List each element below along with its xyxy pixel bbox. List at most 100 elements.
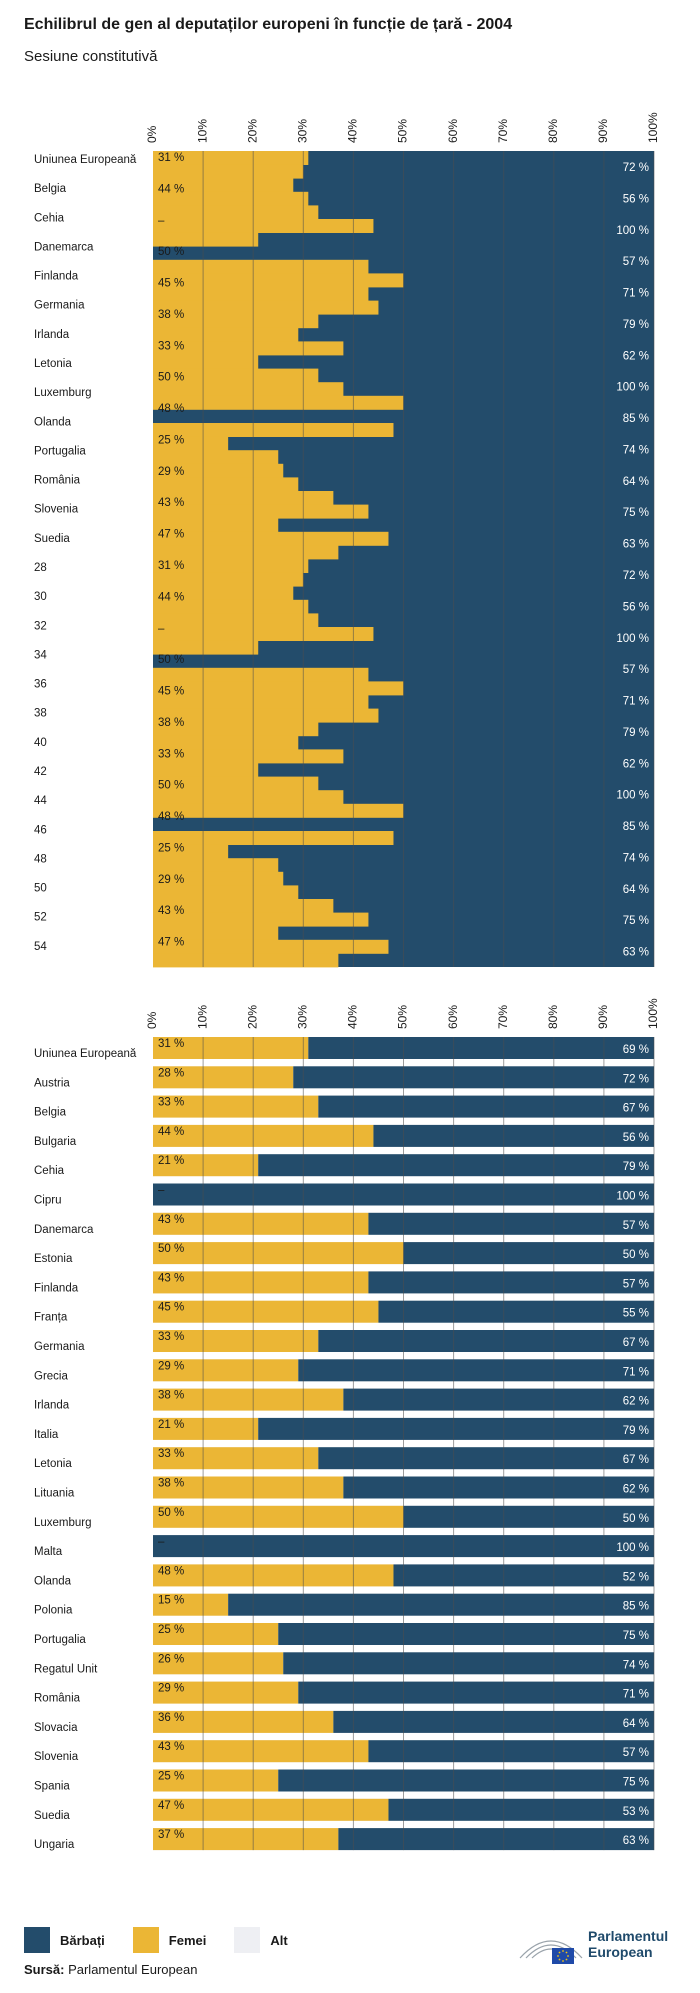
top-category-label: Irlanda (34, 329, 70, 341)
top-men-label: 100 % (616, 633, 649, 645)
bottom-bar-men (333, 1710, 654, 1733)
top-women-step (153, 599, 309, 614)
top-women-step (153, 355, 259, 369)
top-category-label: Cehia (34, 212, 65, 224)
top-women-step (153, 613, 319, 628)
top-category-label: Portugalia (34, 445, 86, 457)
top-women-step (153, 667, 369, 682)
bottom-bar-men (373, 1124, 654, 1147)
bottom-women-label: 37 % (158, 1829, 184, 1841)
bottom-category-label: Malta (34, 1546, 63, 1558)
top-women-step (153, 681, 404, 696)
bottom-category-label: România (34, 1693, 81, 1705)
top-women-step (153, 735, 299, 750)
bottom-women-label: 38 % (158, 1390, 184, 1402)
top-women-step (153, 831, 394, 845)
top-women-label: 50 % (158, 372, 184, 384)
bottom-bar-women (153, 1124, 374, 1147)
top-women-label: 31 % (158, 152, 184, 164)
top-category-label: 36 (34, 679, 47, 691)
legend-label-other: Alt (270, 1932, 288, 1948)
bottom-bar-men (278, 1623, 654, 1645)
top-men-label: 71 % (623, 288, 649, 300)
bottom-category-label: Cehia (34, 1165, 65, 1177)
top-women-step (153, 273, 404, 288)
top-men-label: 63 % (623, 947, 649, 959)
bottom-category-label: Danemarca (34, 1224, 94, 1236)
bottom-bar-men (293, 1066, 654, 1089)
top-women-label: 29 % (158, 466, 184, 478)
top-women-step (153, 545, 339, 560)
bottom-men-label: 62 % (623, 1396, 649, 1408)
legend-swatch-women (132, 1927, 159, 1953)
bottom-women-label: 36 % (158, 1712, 184, 1724)
bottom-men-label: 72 % (623, 1073, 649, 1085)
top-women-step (153, 191, 309, 206)
top-category-label: 46 (34, 824, 47, 836)
top-women-step (153, 790, 344, 805)
top-category-label: Slovenia (34, 504, 79, 516)
top-category-label: Olanda (34, 416, 72, 428)
bottom-women-label: 44 % (158, 1126, 184, 1138)
bottom-bar-men (343, 1388, 654, 1411)
top-category-label: Finlanda (34, 271, 79, 283)
top-women-step (153, 559, 309, 573)
bottom-tick-label: 40% (346, 1005, 360, 1029)
bottom-women-label: 43 % (158, 1214, 184, 1226)
top-women-step (153, 899, 334, 913)
bottom-bar-women (153, 1593, 229, 1616)
top-women-step (153, 205, 319, 220)
top-category-label: 54 (34, 941, 47, 953)
bottom-women-label: 21 % (158, 1155, 184, 1167)
bottom-tick-label: 30% (295, 1005, 309, 1029)
bottom-men-label: 79 % (623, 1161, 649, 1173)
bottom-tick-label: 90% (596, 1005, 610, 1029)
bottom-men-label: 50 % (623, 1513, 649, 1525)
top-women-step (153, 763, 259, 777)
bottom-bar-women (153, 1037, 309, 1059)
top-women-step (153, 708, 379, 723)
top-men-label: 62 % (623, 758, 649, 770)
top-tick-label: 60% (446, 119, 460, 143)
top-men-label: 100 % (616, 790, 649, 802)
bottom-bar-men (258, 1417, 654, 1440)
bottom-bar-men (368, 1212, 654, 1235)
bottom-men-label: 57 % (623, 1220, 649, 1232)
bottom-category-label: Slovacia (34, 1722, 78, 1734)
top-women-step (153, 640, 259, 655)
top-women-step (153, 382, 344, 397)
bottom-category-label: Letonia (34, 1458, 72, 1470)
bottom-women-label: 28 % (158, 1067, 184, 1079)
top-category-label: Germania (34, 300, 85, 312)
top-women-step (153, 518, 279, 533)
top-men-label: 71 % (623, 696, 649, 708)
top-women-step (153, 885, 299, 900)
bottom-men-label: 75 % (623, 1777, 649, 1789)
top-category-label: 50 (34, 883, 47, 895)
top-women-label: 31 % (158, 560, 184, 572)
bottom-bar-women (153, 1095, 319, 1118)
source-text: Parlamentul European (64, 1962, 198, 1977)
top-category-label: Belgia (34, 183, 67, 195)
top-women-label: 45 % (158, 686, 184, 698)
top-category-label: 28 (34, 562, 47, 574)
bottom-men-label: 53 % (623, 1806, 649, 1818)
top-women-label: 47 % (158, 937, 184, 949)
top-men-label: 57 % (623, 664, 649, 676)
top-men-label: 64 % (623, 476, 649, 488)
top-women-step (153, 287, 369, 301)
bottom-women-label: 15 % (158, 1595, 184, 1607)
top-men-label: 62 % (623, 350, 649, 362)
top-women-step (153, 232, 259, 247)
bottom-men-label: 55 % (623, 1308, 649, 1320)
bottom-women-label: 48 % (158, 1565, 184, 1577)
parliament-logo: Parlamentul European (516, 1926, 676, 1970)
top-women-label: 44 % (158, 591, 184, 603)
top-men-label: 72 % (623, 570, 649, 582)
top-women-step (153, 219, 374, 233)
top-men-label: 85 % (623, 413, 649, 425)
bottom-category-label: Uniunea Europeană (34, 1048, 137, 1060)
legend-label-men: Bărbați (60, 1932, 105, 1948)
bottom-men-label: 56 % (623, 1132, 649, 1144)
top-women-label: 44 % (158, 183, 184, 195)
